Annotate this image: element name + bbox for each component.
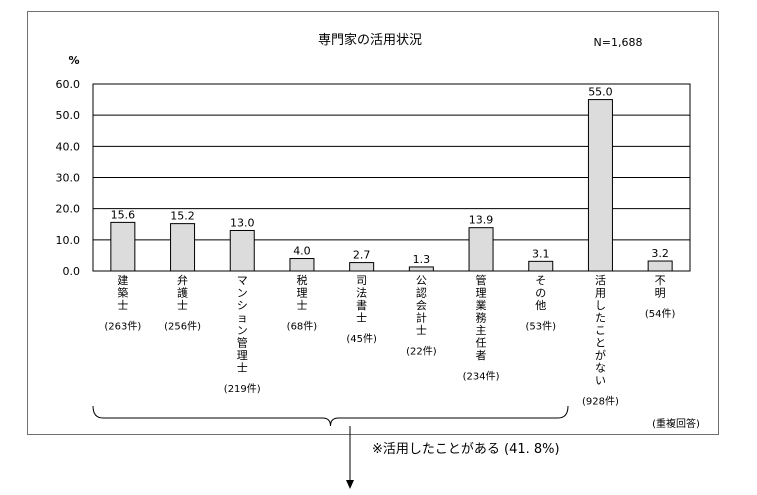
data-label: 2.7 (353, 249, 371, 262)
count-label: (53件) (525, 321, 556, 333)
bar (528, 260, 554, 272)
bracket (92, 405, 569, 427)
count-label: (263件) (104, 321, 141, 333)
bar (647, 260, 673, 272)
arrow-head (346, 480, 354, 489)
count-label: (22件) (406, 346, 437, 358)
sample-size-label: N=1,688 (594, 36, 643, 49)
x-tick-label: 公認会計士 (416, 274, 427, 337)
data-label: 55.0 (588, 86, 613, 99)
bar (170, 223, 196, 272)
count-label: (68件) (287, 321, 318, 333)
count-label: (219件) (224, 383, 261, 395)
y-tick-label: 40.0 (56, 140, 81, 153)
y-axis-unit: % (68, 54, 79, 67)
x-tick-label: 不明 (655, 274, 666, 300)
x-tick-label: 司法書士 (356, 274, 367, 325)
count-label: (54件) (645, 308, 676, 320)
bracket-label: ※活用したことがある (41. 8%) (372, 442, 560, 457)
chart-title: 専門家の活用状況 (318, 32, 422, 48)
data-label: 13.0 (230, 216, 255, 229)
x-tick-label: 税理士 (296, 273, 307, 312)
count-label: (234件) (463, 371, 500, 383)
y-tick-label: 20.0 (56, 203, 81, 216)
bar (110, 221, 136, 272)
data-label: 15.6 (111, 208, 136, 221)
data-label: 1.3 (413, 253, 431, 266)
bar (289, 258, 315, 272)
data-label: 4.0 (293, 245, 311, 258)
x-tick-label: 管理業務主任者 (476, 273, 487, 362)
count-label: (45件) (346, 333, 377, 345)
bar (349, 262, 375, 272)
x-tick-label: 活用したことがない (595, 274, 606, 387)
note-label: (重複回答) (652, 417, 700, 430)
y-tick-label: 0.0 (63, 265, 81, 278)
x-tick-label: 建築士 (117, 273, 128, 312)
data-label: 3.1 (532, 247, 550, 260)
y-tick-label: 30.0 (56, 172, 81, 185)
plot-area (92, 83, 691, 272)
data-label: 13.9 (469, 214, 494, 227)
count-label: (928件) (582, 396, 619, 408)
count-label: (256件) (164, 321, 201, 333)
chart-frame (27, 11, 719, 435)
y-tick-label: 10.0 (56, 234, 81, 247)
y-tick-label: 60.0 (56, 78, 81, 91)
data-label: 15.2 (170, 210, 195, 223)
x-tick-label: マンション管理士 (237, 274, 248, 375)
bar (468, 227, 494, 272)
data-label: 3.2 (651, 247, 669, 260)
x-tick-label: 弁護士 (177, 273, 188, 312)
y-tick-label: 50.0 (56, 109, 81, 122)
x-tick-label: その他 (535, 274, 546, 312)
bar (229, 229, 255, 272)
bar (587, 99, 613, 272)
bar (408, 266, 434, 272)
